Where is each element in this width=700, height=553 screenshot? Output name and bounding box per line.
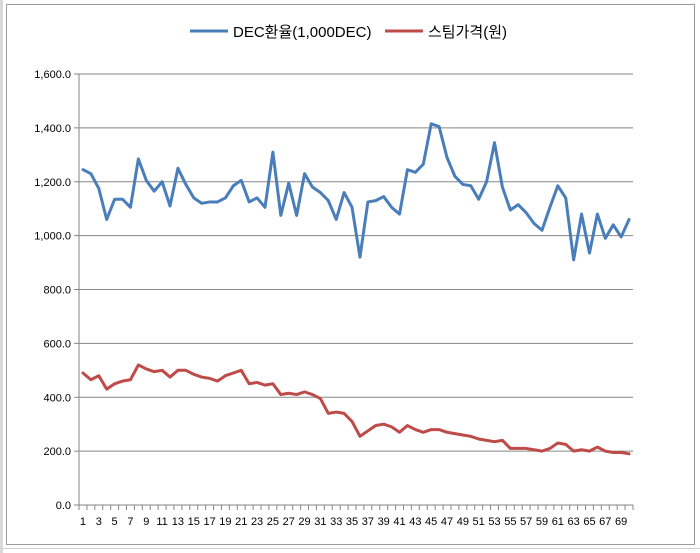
y-tick-label: 1,600.0 — [34, 69, 71, 81]
gridlines — [79, 73, 633, 506]
x-tick-label: 47 — [441, 516, 453, 528]
y-tick-label: 1,400.0 — [34, 123, 71, 135]
x-tick-label: 29 — [298, 516, 310, 528]
x-tick-label: 21 — [235, 516, 247, 528]
y-tick-label: 1,200.0 — [34, 177, 71, 189]
x-tick-label: 43 — [409, 516, 421, 528]
x-tick-label: 61 — [552, 516, 564, 528]
x-tick-label: 31 — [314, 516, 326, 528]
x-tick-label: 39 — [378, 516, 390, 528]
x-tick-label: 49 — [457, 516, 469, 528]
x-tick-label: 37 — [362, 516, 374, 528]
x-tick-label: 45 — [425, 516, 437, 528]
x-tick-label: 19 — [219, 516, 231, 528]
y-tick-label: 600.0 — [43, 338, 71, 350]
series-line-2 — [81, 363, 631, 456]
series-line-1 — [81, 122, 631, 262]
x-tick-label: 9 — [143, 516, 149, 528]
x-tick-label: 5 — [112, 516, 118, 528]
x-tick-label: 59 — [536, 516, 548, 528]
x-tick-label: 13 — [172, 516, 184, 528]
x-tick-label: 15 — [188, 516, 200, 528]
sheet-gridline-left — [0, 0, 3, 553]
x-tick-label: 33 — [330, 516, 342, 528]
x-tick-label: 25 — [267, 516, 279, 528]
x-tick-label: 35 — [346, 516, 358, 528]
y-axis-ticks: 0.0 200.0 400.0 600.0 800.0 1,000.0 1,200.0 1,4… — [34, 69, 79, 512]
x-tick-label: 63 — [568, 516, 580, 528]
x-tick-label: 23 — [251, 516, 263, 528]
x-tick-label: 57 — [520, 516, 532, 528]
series-lines — [81, 122, 631, 456]
legend: DEC환율(1,000DEC) 스팀가격(원) — [190, 24, 507, 41]
y-tick-label: 0.0 — [56, 500, 71, 512]
x-tick-label: 17 — [203, 516, 215, 528]
y-tick-label: 800.0 — [43, 285, 71, 297]
x-tick-label: 1 — [80, 516, 86, 528]
legend-label-series-2: 스팀가격(원) — [428, 24, 507, 41]
sheet-gridline-bottom — [0, 548, 700, 549]
x-tick-label: 27 — [283, 516, 295, 528]
x-tick-label: 51 — [473, 516, 485, 528]
x-tick-label: 53 — [488, 516, 500, 528]
x-tick-label: 3 — [96, 516, 102, 528]
x-tick-label: 7 — [127, 516, 133, 528]
x-tick-label: 65 — [583, 516, 595, 528]
chart-area[interactable] — [6, 4, 695, 545]
x-tick-label: 11 — [156, 516, 167, 528]
x-tick-label: 69 — [615, 516, 627, 528]
x-axis: 1 3 5 7 9 11 13 15 17 19 21 23 25 27 29 31 33 35 37 39 41 43 4… — [78, 74, 634, 528]
y-tick-label: 400.0 — [43, 392, 71, 404]
y-tick-label: 1,000.0 — [34, 231, 71, 243]
x-tick-label: 41 — [393, 516, 405, 528]
x-tick-label: 55 — [504, 516, 516, 528]
y-tick-label: 200.0 — [43, 446, 71, 458]
x-tick-label: 67 — [599, 516, 611, 528]
legend-label-series-1: DEC환율(1,000DEC) — [233, 24, 371, 41]
